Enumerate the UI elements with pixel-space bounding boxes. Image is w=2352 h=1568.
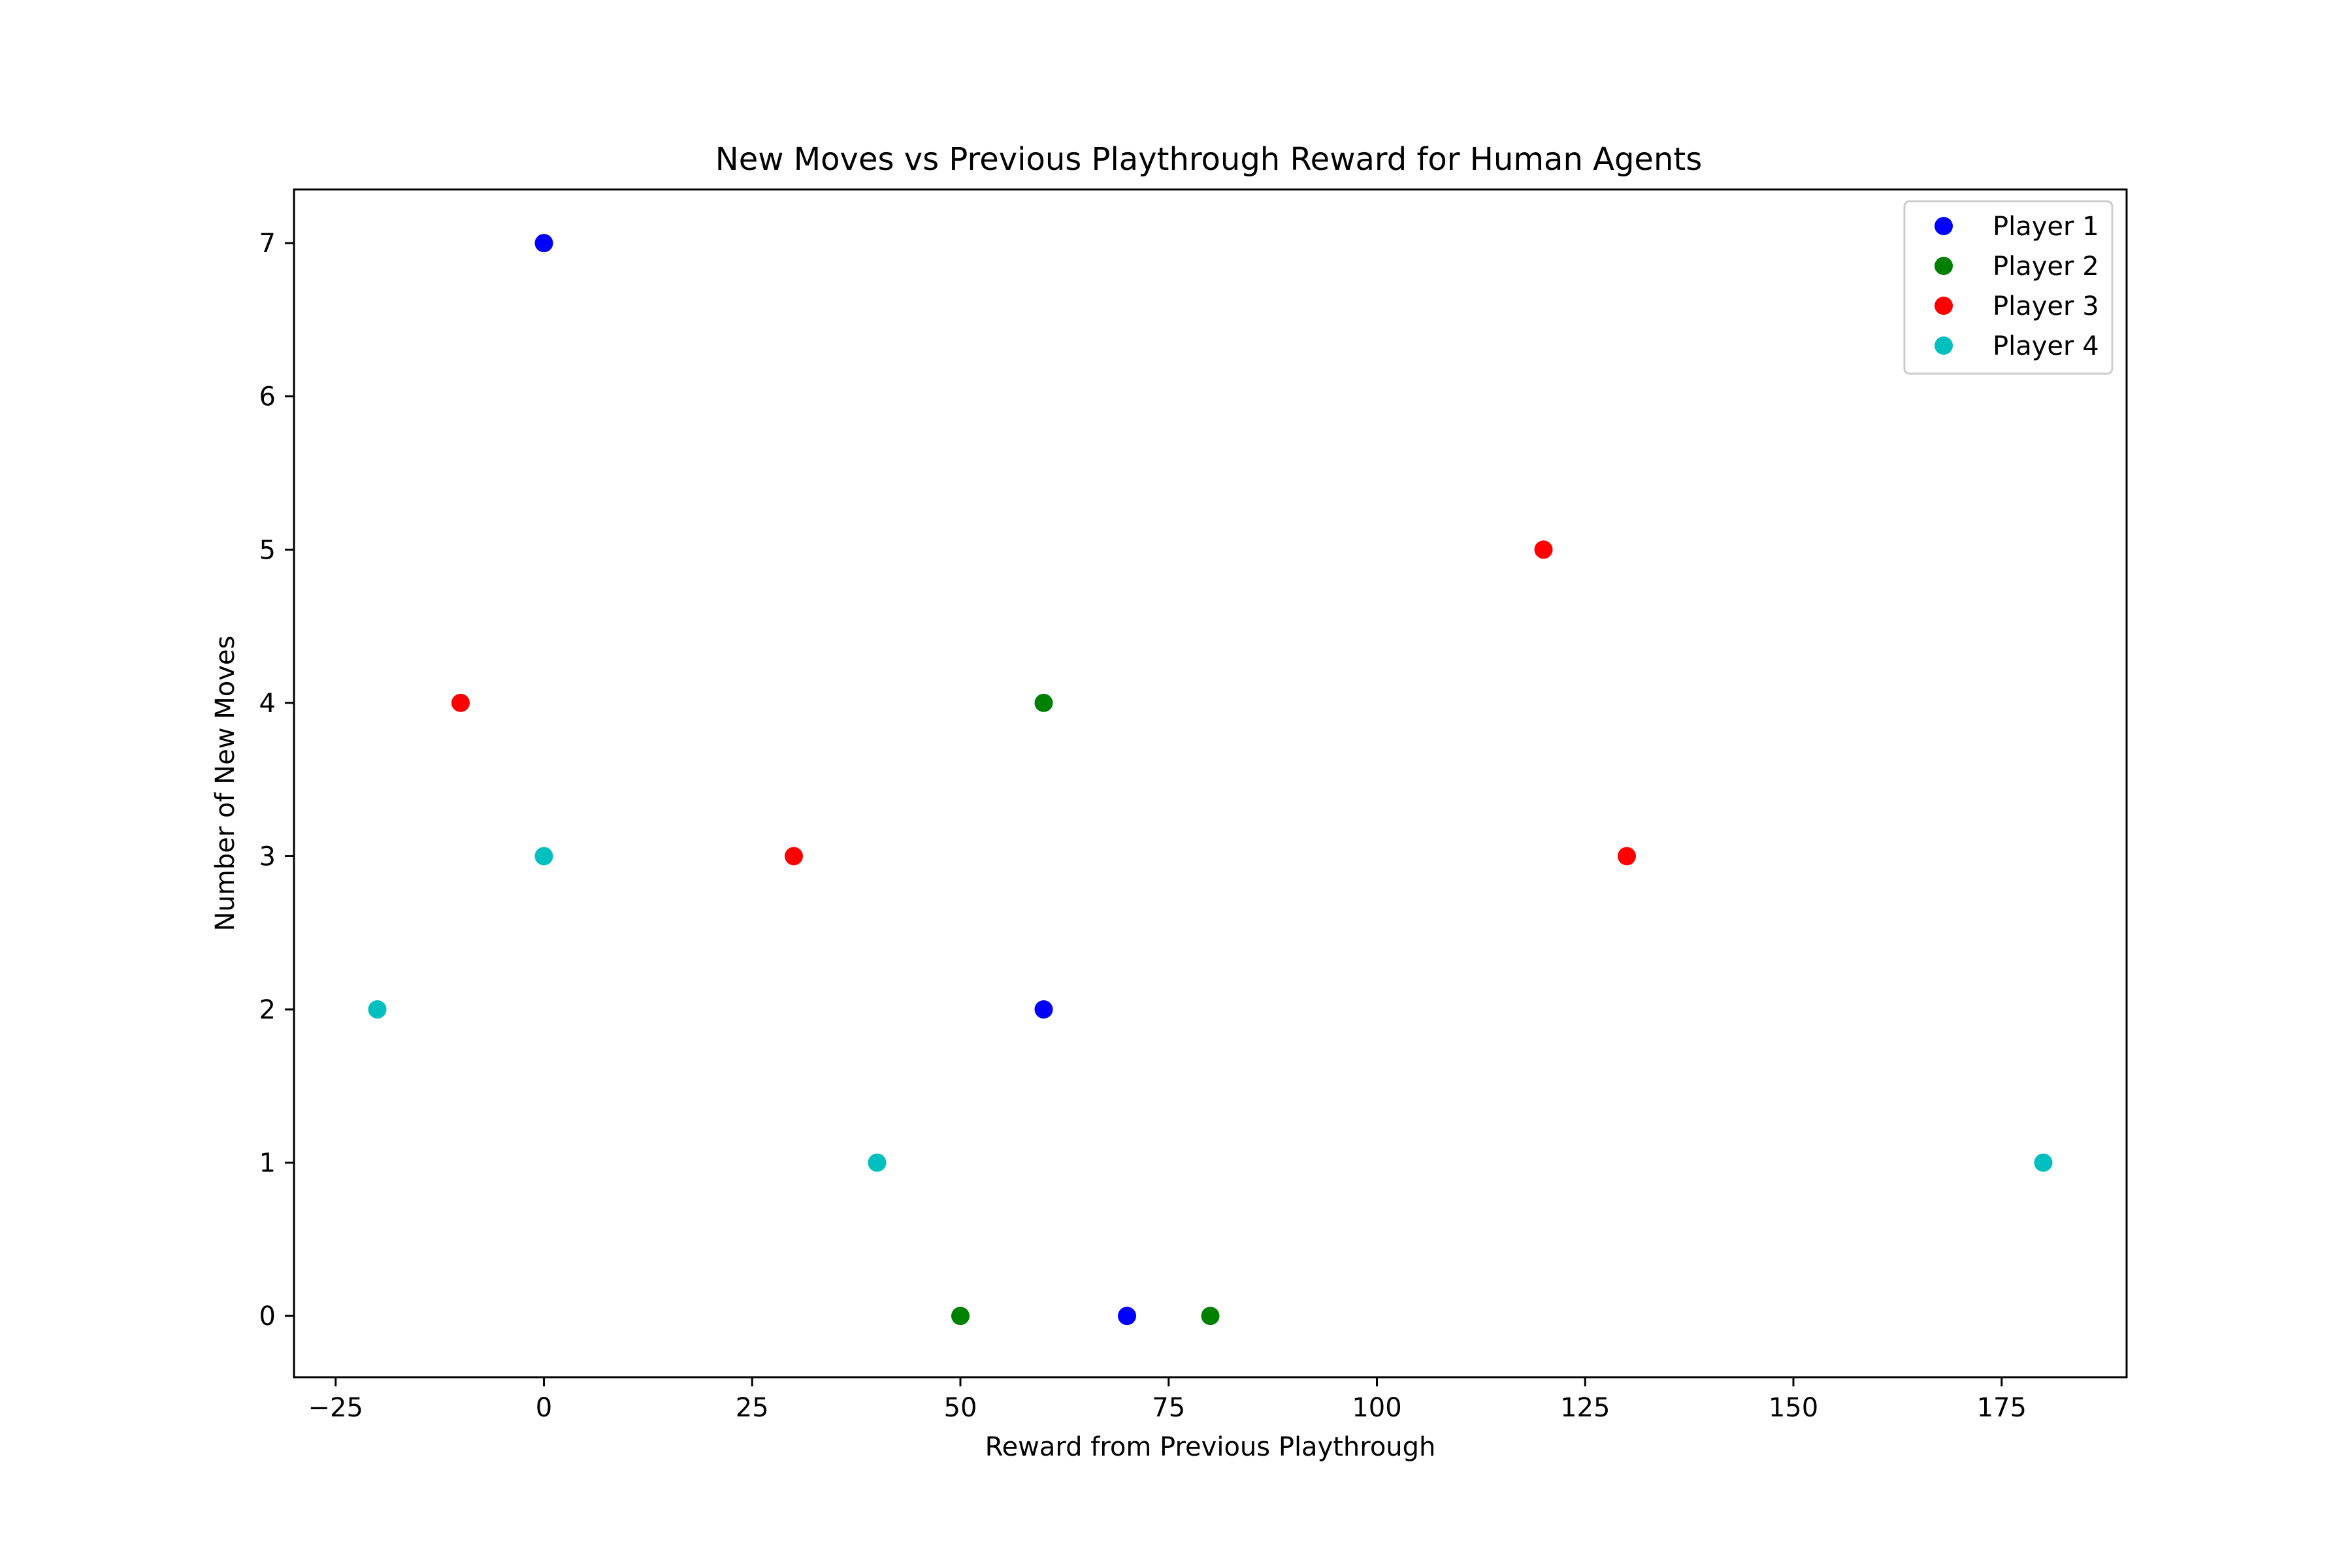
x-tick-label: 100 [1352, 1393, 1401, 1423]
legend: Player 1 Player 2 Player 3 Player 4 [1903, 200, 2114, 375]
legend-marker [1935, 257, 1953, 275]
x-tick-label: 50 [944, 1393, 977, 1423]
legend-label: Player 4 [1993, 331, 2099, 361]
legend-label: Player 2 [1993, 252, 2099, 282]
x-axis: −25 0 25 50 75 100 125 150 175 [308, 1377, 2027, 1423]
x-tick-label: −25 [308, 1393, 363, 1423]
data-point [785, 847, 803, 866]
data-point [1534, 540, 1553, 559]
data-point [951, 1307, 970, 1326]
y-tick-label: 1 [259, 1149, 276, 1179]
data-point [451, 693, 470, 712]
y-tick-label: 2 [259, 995, 276, 1025]
legend-marker [1935, 217, 1953, 235]
y-tick-label: 6 [259, 382, 276, 412]
plot-frame [293, 188, 2128, 1379]
y-tick-label: 4 [259, 689, 276, 719]
legend-label: Player 3 [1993, 291, 2099, 321]
x-tick-label: 75 [1152, 1393, 1185, 1423]
x-tick-label: 25 [736, 1393, 769, 1423]
data-point [868, 1153, 887, 1172]
y-tick-label: 0 [259, 1301, 276, 1331]
legend-label: Player 1 [1993, 212, 2099, 242]
y-tick-label: 5 [259, 535, 276, 565]
data-point [534, 847, 553, 866]
data-point [1034, 1000, 1053, 1019]
data-point [534, 234, 553, 253]
y-tick-label: 7 [259, 229, 276, 259]
chart-title: New Moves vs Previous Playthrough Reward… [715, 141, 1702, 178]
plot-area [368, 234, 2053, 1326]
data-point [368, 1000, 387, 1019]
data-point [1118, 1307, 1136, 1326]
y-tick-label: 3 [259, 841, 276, 872]
y-axis-label: Number of New Moves [210, 636, 240, 932]
x-tick-label: 0 [536, 1393, 552, 1423]
data-point [1618, 847, 1636, 866]
x-axis-label: Reward from Previous Playthrough [985, 1432, 1436, 1462]
x-tick-label: 150 [1769, 1393, 1818, 1423]
x-tick-label: 125 [1560, 1393, 1610, 1423]
legend-marker [1935, 297, 1953, 315]
x-tick-label: 175 [1977, 1393, 2027, 1423]
legend-box [1903, 200, 2114, 375]
data-point [1034, 693, 1053, 712]
data-point [2034, 1153, 2053, 1172]
y-axis: 0 1 2 3 4 5 6 7 [259, 229, 294, 1331]
data-point [1201, 1307, 1220, 1326]
legend-marker [1935, 336, 1953, 355]
